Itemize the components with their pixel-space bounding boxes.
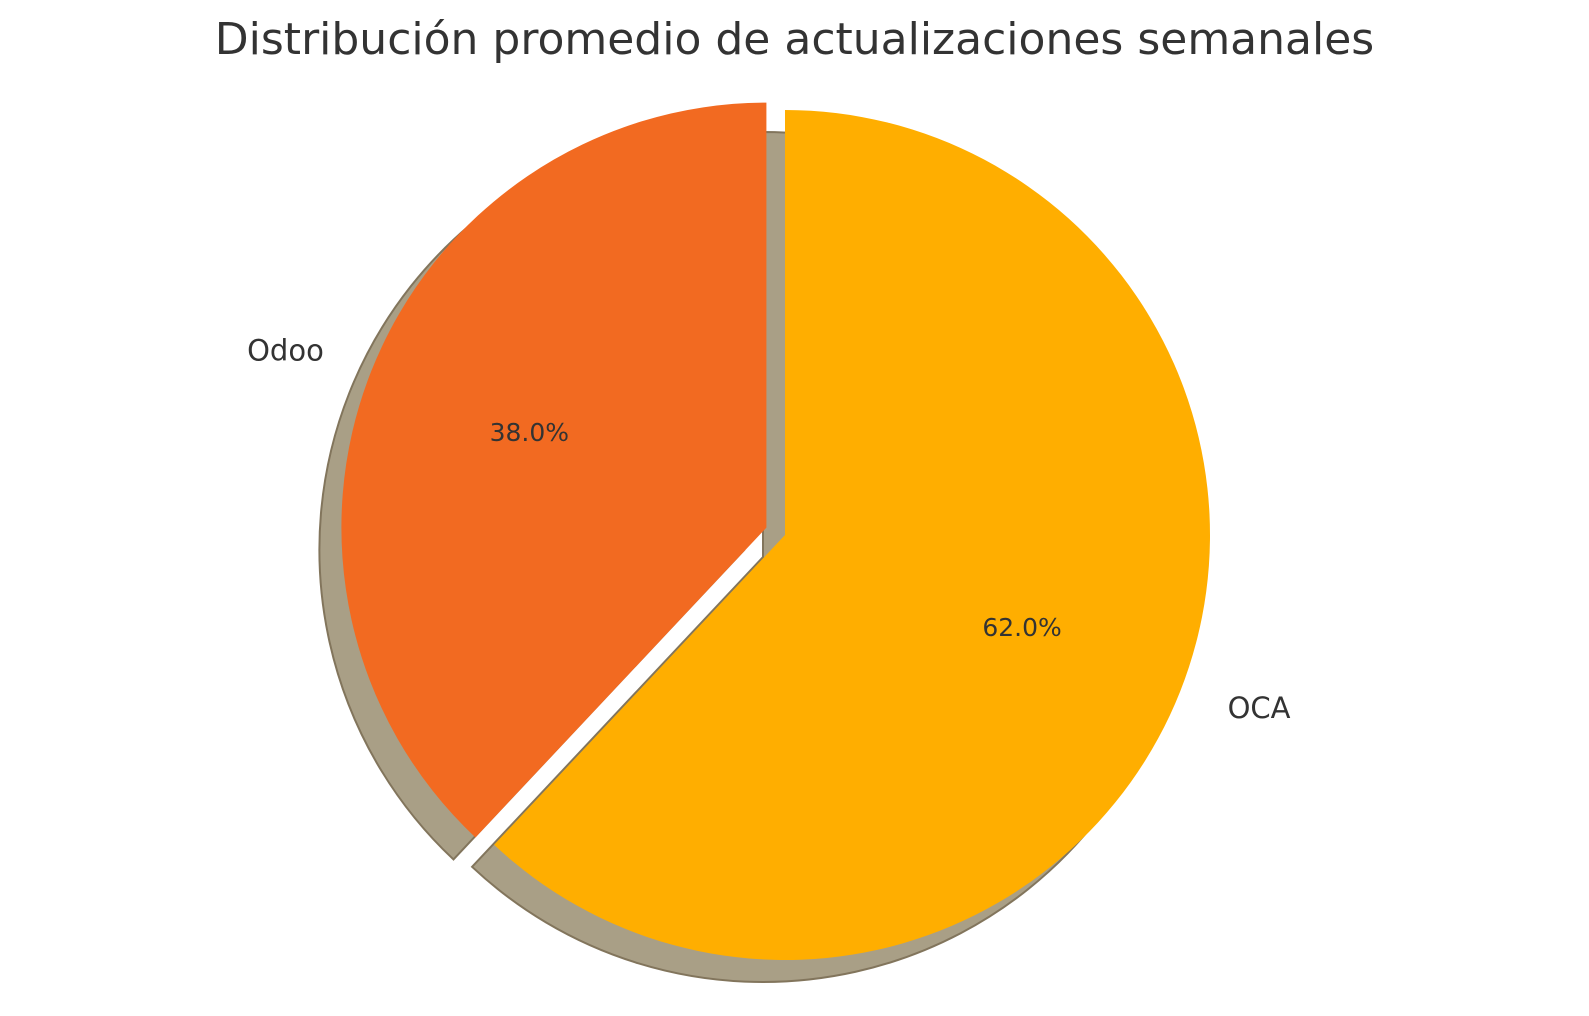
pie-slice-oca [494, 110, 1210, 960]
slice-layer [341, 102, 1210, 960]
percent-label-odoo: 38.0% [490, 418, 569, 447]
pie-slice-odoo [341, 102, 767, 838]
percent-label-oca: 62.0% [982, 613, 1061, 642]
chart-title: Distribución promedio de actualizaciones… [214, 14, 1375, 65]
label-layer: OCA 62.0% Odoo 38.0% [247, 333, 1291, 725]
slice-label-oca: OCA [1228, 691, 1291, 725]
slice-label-odoo: Odoo [247, 333, 324, 367]
